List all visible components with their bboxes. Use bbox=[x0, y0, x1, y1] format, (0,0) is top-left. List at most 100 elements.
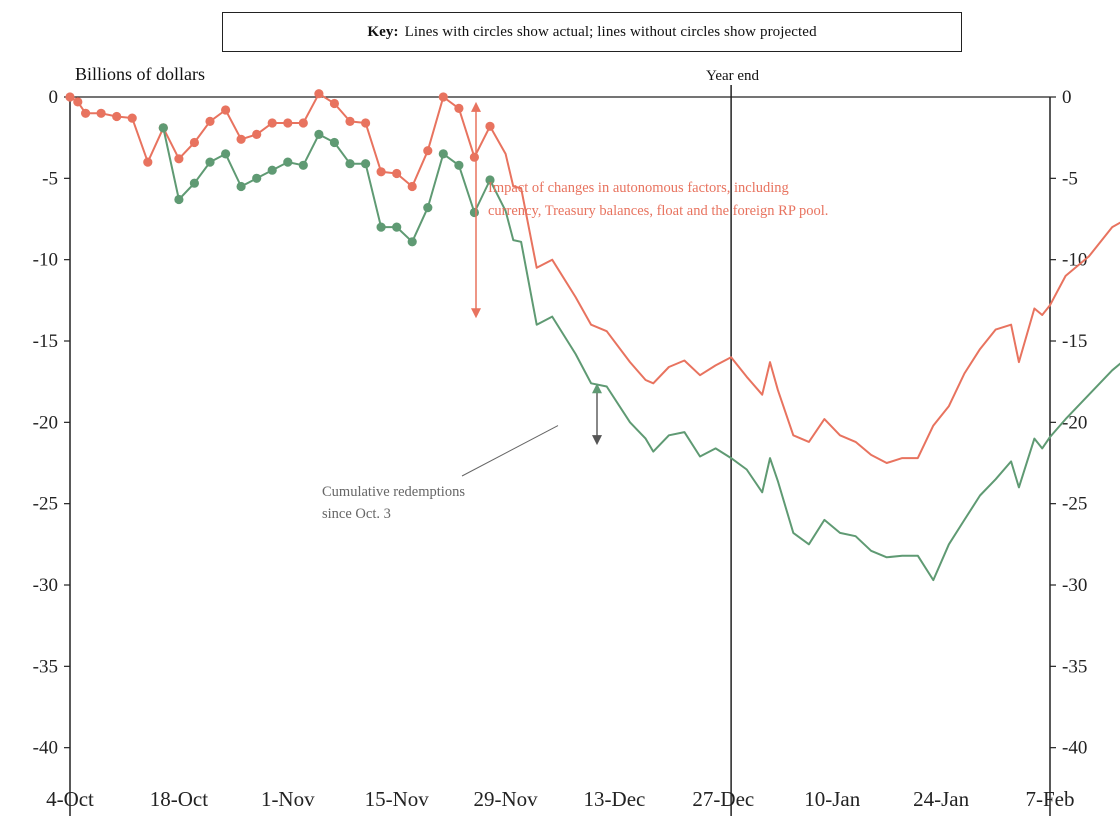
series-line-autonomous_projected bbox=[489, 125, 1120, 464]
series-point-autonomous_actual bbox=[73, 97, 83, 107]
series-point-redemptions_actual bbox=[252, 173, 262, 183]
series-autonomous_projected bbox=[489, 125, 1120, 464]
series-point-redemptions_actual bbox=[407, 237, 417, 247]
series-point-autonomous_actual bbox=[438, 92, 448, 102]
series-point-autonomous_actual bbox=[469, 152, 479, 162]
series-point-autonomous_actual bbox=[376, 167, 386, 177]
series-point-redemptions_actual bbox=[454, 160, 464, 170]
series-point-redemptions_actual bbox=[221, 149, 231, 159]
annotation-layer: Billions of dollars Year end Impact of c… bbox=[75, 64, 828, 522]
key-text: Lines with circles show actual; lines wi… bbox=[404, 23, 817, 40]
series-point-redemptions_actual bbox=[267, 165, 277, 175]
series-point-redemptions_actual bbox=[158, 123, 168, 133]
xtick-label: 10-Jan bbox=[804, 787, 860, 811]
series-point-autonomous_actual bbox=[189, 137, 199, 148]
key-label: Key: bbox=[367, 23, 399, 40]
series-point-redemptions_actual bbox=[376, 222, 386, 232]
series-point-redemptions_actual bbox=[205, 157, 215, 167]
series-redemptions_actual bbox=[158, 123, 495, 247]
redemptions-arrow-head-down bbox=[592, 435, 602, 446]
left-ytick-label: -10 bbox=[33, 250, 58, 271]
series-point-autonomous_actual bbox=[454, 103, 464, 113]
series-point-autonomous_actual bbox=[423, 146, 433, 156]
right-ytick-label: -35 bbox=[1062, 656, 1087, 677]
series-point-redemptions_actual bbox=[174, 194, 184, 205]
series-autonomous_actual bbox=[65, 89, 495, 192]
series-point-autonomous_actual bbox=[112, 111, 122, 122]
series-point-autonomous_actual bbox=[81, 108, 91, 118]
series-point-autonomous_actual bbox=[298, 118, 308, 128]
left-y-axis: 0-5-10-15-20-25-30-35-40-45 bbox=[33, 87, 70, 759]
series-point-autonomous_actual bbox=[283, 118, 293, 128]
right-ytick-label: -30 bbox=[1062, 575, 1087, 596]
series-point-autonomous_actual bbox=[143, 157, 153, 167]
series-point-redemptions_actual bbox=[345, 159, 355, 169]
series-point-redemptions_actual bbox=[423, 203, 433, 213]
series-point-autonomous_actual bbox=[205, 116, 215, 126]
series-point-autonomous_actual bbox=[267, 118, 277, 128]
redemptions-annotation-line1: Cumulative redemptions bbox=[322, 484, 465, 500]
xtick-label: 13-Dec bbox=[584, 787, 646, 811]
xtick-label: 15-Nov bbox=[365, 787, 430, 811]
series-point-autonomous_actual bbox=[174, 154, 184, 164]
left-ytick-label: 0 bbox=[49, 87, 59, 108]
x-axis: 4-Oct 18-Oct 1-Nov 15-Nov 29-Nov 13-Dec 27-Dec… bbox=[46, 787, 1075, 811]
series-layer bbox=[65, 89, 1120, 582]
left-ytick-label: -30 bbox=[33, 575, 58, 596]
series-point-autonomous_actual bbox=[221, 105, 231, 115]
series-point-redemptions_actual bbox=[438, 149, 448, 159]
autonomous-arrow-head-down bbox=[471, 308, 481, 319]
year-end-label: Year end bbox=[706, 68, 760, 84]
series-point-redemptions_actual bbox=[361, 159, 371, 169]
series-point-autonomous_actual bbox=[345, 116, 355, 126]
right-ytick-label: -10 bbox=[1062, 250, 1087, 271]
redemptions-annotation-line2: since Oct. 3 bbox=[322, 506, 391, 522]
xtick-label: 18-Oct bbox=[150, 787, 208, 811]
right-ytick-label: 0 bbox=[1062, 87, 1072, 108]
right-ytick-label: -25 bbox=[1062, 494, 1087, 515]
left-ytick-label: -20 bbox=[33, 412, 58, 433]
series-point-autonomous_actual bbox=[65, 92, 75, 102]
autonomous-arrow-head-up bbox=[471, 101, 481, 112]
series-point-autonomous_actual bbox=[329, 98, 339, 109]
right-ytick-label: -15 bbox=[1062, 331, 1087, 352]
series-point-redemptions_actual bbox=[314, 129, 324, 139]
series-point-autonomous_actual bbox=[96, 108, 106, 118]
autonomous-annotation-line2: currency, Treasury balances, float and t… bbox=[488, 203, 828, 219]
autonomous-annotation-line1: Impact of changes in autonomous factors,… bbox=[488, 180, 789, 196]
series-point-redemptions_actual bbox=[189, 178, 199, 188]
series-redemptions_projected bbox=[489, 179, 1120, 582]
xtick-label: 7-Feb bbox=[1026, 787, 1075, 811]
redemptions-arrow-head-up bbox=[592, 383, 602, 394]
series-point-autonomous_actual bbox=[392, 168, 402, 179]
series-point-autonomous_actual bbox=[252, 129, 262, 139]
xtick-label: 29-Nov bbox=[473, 787, 538, 811]
left-ytick-label: -35 bbox=[33, 656, 58, 677]
series-point-autonomous_actual bbox=[361, 118, 371, 128]
series-point-redemptions_actual bbox=[236, 181, 246, 192]
series-point-autonomous_actual bbox=[127, 113, 137, 123]
left-ytick-label: -5 bbox=[42, 168, 58, 189]
xtick-label: 27-Dec bbox=[692, 787, 754, 811]
series-point-autonomous_actual bbox=[236, 134, 246, 144]
series-line-autonomous_actual bbox=[69, 92, 491, 188]
right-ytick-label: -20 bbox=[1062, 412, 1087, 433]
series-line-redemptions_actual bbox=[162, 127, 491, 243]
right-y-axis: 0-5-10-15-20-25-30-35-40-45 bbox=[1050, 87, 1087, 759]
left-ytick-label: -15 bbox=[33, 331, 58, 352]
series-point-redemptions_actual bbox=[469, 207, 479, 218]
series-point-redemptions_actual bbox=[298, 160, 308, 170]
right-ytick-label: -5 bbox=[1062, 168, 1078, 189]
xtick-label: 4-Oct bbox=[46, 787, 94, 811]
series-point-redemptions_actual bbox=[283, 157, 293, 167]
series-point-autonomous_actual bbox=[314, 89, 324, 99]
xtick-label: 24-Jan bbox=[913, 787, 969, 811]
left-ytick-label: -40 bbox=[33, 738, 58, 759]
series-line-redemptions_projected bbox=[489, 179, 1120, 582]
left-ytick-label: -25 bbox=[33, 494, 58, 515]
chart-key: Key: Lines with circles show actual; lin… bbox=[222, 12, 962, 52]
xtick-label: 1-Nov bbox=[261, 787, 315, 811]
y-axis-title: Billions of dollars bbox=[75, 64, 205, 84]
series-point-redemptions_actual bbox=[329, 137, 339, 148]
